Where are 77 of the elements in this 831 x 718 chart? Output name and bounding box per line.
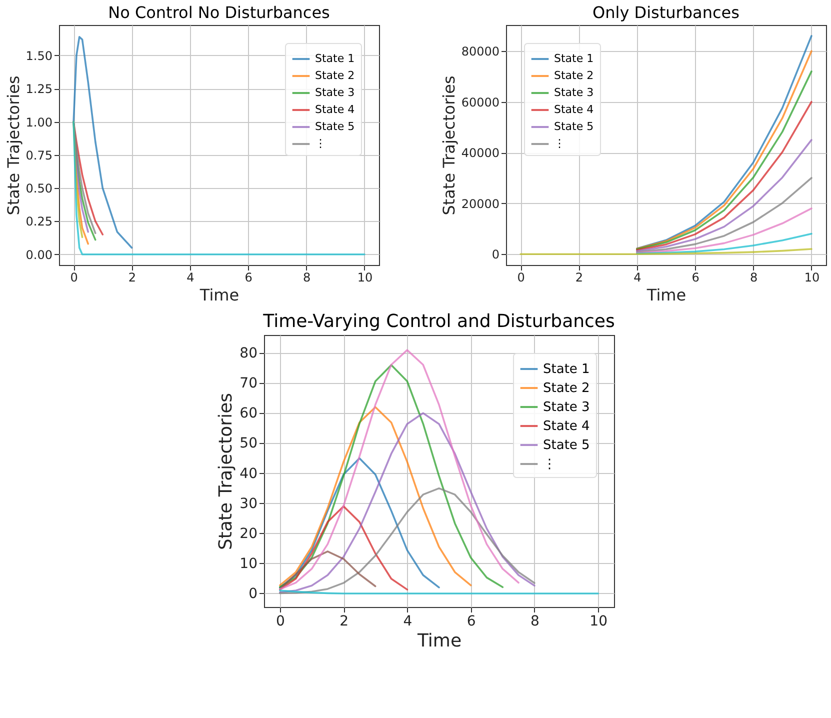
line-series	[636, 232, 812, 254]
legend-label: State 1	[315, 52, 355, 65]
y-tick-label: 1.25	[26, 82, 52, 96]
x-axis-title: Time	[416, 630, 462, 652]
legend-label: State 4	[315, 103, 355, 116]
y-tick-label: 40	[239, 466, 257, 482]
y-tick-label: 0.75	[26, 148, 52, 162]
chart-title: Time-Varying Control and Disturbances	[262, 311, 614, 332]
legend-label: State 2	[542, 381, 590, 396]
y-tick-label: 40000	[461, 146, 500, 160]
legend-label: State 5	[315, 120, 355, 133]
line-series	[278, 406, 472, 586]
y-tick-label: 1.50	[26, 48, 52, 63]
x-tick-label: 2	[128, 270, 136, 284]
legend-label: State 2	[554, 69, 594, 82]
x-tick-label: 8	[750, 270, 758, 284]
y-axis-title: State Trajectories	[215, 392, 236, 550]
y-tick-label: 80	[239, 346, 257, 362]
chart-title: Only Disturbances	[592, 3, 740, 22]
legend-label: State 1	[542, 362, 590, 377]
y-axis-title: State Trajectories	[4, 76, 23, 216]
y-tick-label: 80000	[461, 44, 500, 59]
x-tick-label: 0	[275, 614, 284, 630]
line-series	[278, 487, 535, 594]
y-tick-label: 0.00	[26, 248, 52, 262]
line-series	[636, 208, 812, 254]
x-tick-label: 2	[339, 614, 348, 630]
legend-label: ⋮	[554, 137, 565, 150]
line-series	[636, 177, 812, 253]
y-tick-label: 1.00	[26, 115, 52, 130]
x-tick-label: 8	[530, 614, 539, 630]
legend-label: State 4	[542, 419, 590, 434]
y-tick-label: 20000	[461, 196, 500, 211]
legend-label: State 5	[542, 438, 590, 453]
legend-label: State 3	[315, 86, 355, 99]
y-tick-label: 70	[239, 376, 257, 392]
y-tick-label: 0.25	[26, 214, 52, 229]
legend-label: State 3	[554, 86, 594, 99]
x-tick-label: 6	[466, 614, 476, 630]
y-tick-label: 10	[239, 556, 257, 572]
x-tick-label: 8	[302, 270, 311, 284]
y-tick-label: 20	[239, 526, 257, 542]
line-series	[278, 550, 376, 590]
legend-label: State 3	[542, 400, 590, 415]
y-tick-label: 0	[248, 586, 257, 602]
x-tick-label: 10	[589, 614, 608, 630]
x-tick-label: 0	[517, 270, 525, 284]
x-tick-label: 6	[692, 270, 700, 284]
x-axis-title: Time	[198, 286, 240, 304]
x-axis-title: Time	[646, 286, 686, 304]
y-tick-label: 30	[239, 496, 257, 512]
legend-label: State 5	[554, 120, 594, 133]
y-tick-label: 60000	[461, 95, 500, 110]
legend-label: ⋮	[542, 457, 556, 472]
x-tick-label: 4	[634, 270, 642, 284]
legend-label: State 4	[554, 103, 594, 116]
legend-label: State 1	[554, 52, 594, 65]
x-tick-label: 0	[70, 270, 78, 284]
y-tick-label: 50	[239, 436, 257, 452]
x-tick-label: 4	[186, 270, 194, 284]
line-series	[72, 120, 366, 256]
line-series	[636, 100, 812, 251]
y-tick-label: 60	[239, 406, 257, 422]
chart-title: No Control No Disturbances	[108, 3, 330, 22]
x-tick-label: 10	[357, 270, 373, 284]
x-tick-label: 4	[402, 614, 412, 630]
x-tick-label: 2	[575, 270, 584, 284]
line-series	[636, 139, 812, 252]
legend-label: State 2	[315, 69, 355, 82]
line-series	[72, 36, 133, 249]
line-series	[278, 412, 535, 594]
y-axis-title: State Trajectories	[439, 76, 458, 216]
x-tick-label: 10	[804, 270, 820, 284]
x-tick-label: 6	[244, 270, 252, 284]
y-tick-label: 0.50	[26, 182, 52, 196]
y-tick-label: 0	[492, 248, 500, 262]
legend-label: ⋮	[315, 137, 326, 150]
